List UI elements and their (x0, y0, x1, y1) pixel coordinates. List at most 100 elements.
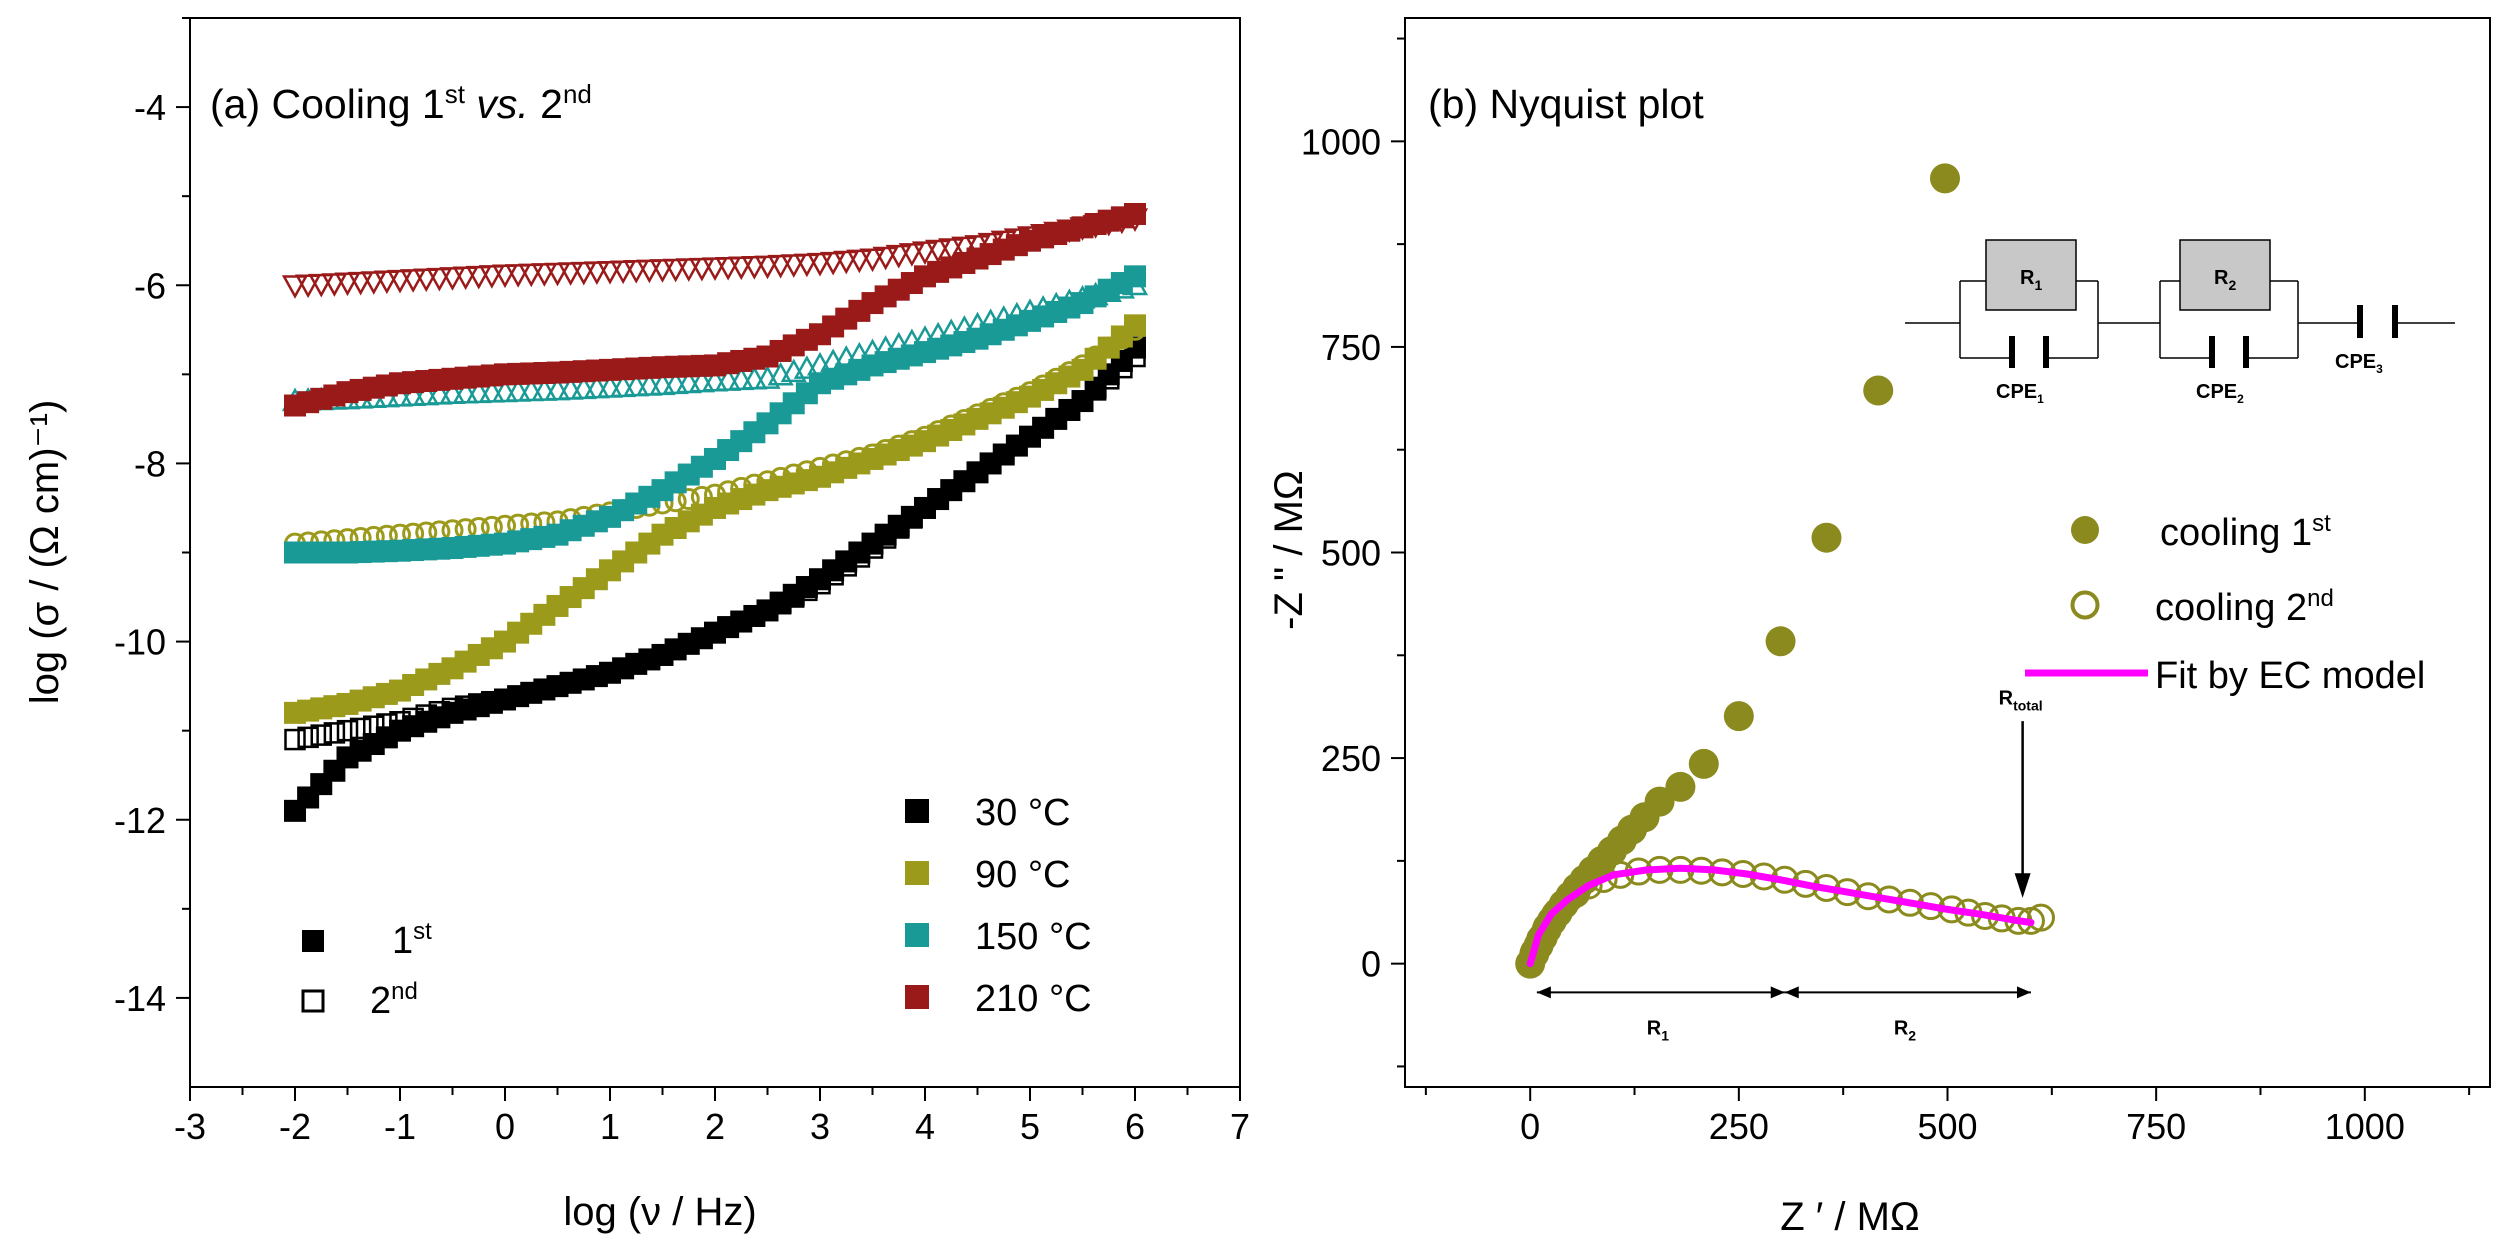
data-point (507, 685, 529, 707)
data-point (861, 443, 884, 466)
data-point (623, 372, 650, 397)
data-point (835, 450, 858, 473)
data-point (439, 380, 466, 404)
data-point (662, 258, 689, 283)
data-point (728, 256, 755, 281)
data-point (756, 599, 779, 622)
data-point (349, 717, 372, 740)
data-point (1644, 786, 1675, 817)
data-point (400, 382, 427, 406)
data-point (767, 254, 794, 279)
panel-b-xlabel: Z ′ / MΩ (1780, 1195, 1920, 1239)
data-point (1069, 217, 1096, 241)
data-point (1003, 228, 1030, 253)
legend-label-1st: 1st (392, 918, 432, 962)
y-tick-label: 750 (1321, 327, 1381, 368)
fit-curve (1526, 864, 2035, 968)
data-point (651, 644, 674, 666)
circuit-label-cpe3: CPE3 (2335, 351, 2383, 376)
data-point (741, 256, 768, 280)
data-point (1043, 221, 1070, 246)
data-point (1084, 379, 1107, 401)
arrow-head (2014, 873, 2031, 898)
data-point (1589, 864, 1618, 893)
data-point (1108, 210, 1135, 235)
series-6 (284, 202, 1146, 417)
data-point (573, 668, 595, 691)
data-point (1098, 368, 1120, 390)
x-tick-label: 250 (1709, 1106, 1769, 1147)
data-point (898, 243, 925, 267)
series-7 (281, 208, 1149, 299)
data-point (688, 368, 715, 393)
panel-a-legend-runs: 1st 2nd (301, 918, 432, 1022)
legend-marker-2nd (301, 989, 325, 1013)
x-tick-label: 0 (495, 1106, 515, 1147)
data-point (675, 369, 702, 394)
data-point (1030, 223, 1057, 248)
data-point (284, 728, 306, 751)
data-point (426, 381, 453, 405)
panel-a-legend-temps: 30 °C 90 °C 150 °C 210 °C (905, 792, 1092, 1020)
series-2 (1526, 864, 2035, 968)
data-point (465, 265, 492, 290)
r2-label: R2 (1894, 1017, 1916, 1043)
data-point (662, 370, 689, 395)
data-point (833, 250, 860, 275)
data-point (428, 700, 451, 723)
data-point (531, 377, 558, 401)
data-point (1765, 626, 1796, 657)
data-point (297, 726, 319, 749)
data-point (400, 269, 427, 293)
data-point (783, 586, 805, 608)
y-tick-label: 250 (1321, 738, 1381, 779)
data-point (546, 675, 569, 697)
data-point (1574, 871, 1603, 900)
data-point (874, 439, 897, 462)
panel-b-y-ticks: 0 250 500 750 1000 (1301, 37, 1405, 1068)
data-point (754, 255, 781, 280)
x-tick-label: 750 (2126, 1106, 2186, 1147)
x-tick-label: 4 (915, 1106, 935, 1147)
data-point (938, 238, 965, 262)
data-point (452, 379, 479, 404)
data-point (743, 605, 766, 627)
legend-label-fit: Fit by EC model (2155, 655, 2425, 697)
circuit-label-cpe2: CPE2 (2196, 381, 2244, 406)
data-point (675, 258, 702, 282)
data-point (966, 403, 989, 426)
data-point (363, 715, 385, 737)
panel-a-y-ticks: -14 -12 -10 -8 -6 -4 (114, 17, 190, 1019)
y-tick-label: 1000 (1301, 121, 1381, 162)
legend-label-2nd: 2nd (370, 978, 418, 1022)
data-point (323, 722, 346, 744)
x-tick-label: 6 (1125, 1106, 1145, 1147)
data-point (336, 719, 359, 742)
data-point (491, 378, 519, 403)
data-point (730, 476, 753, 499)
data-point (468, 693, 490, 715)
data-point (505, 264, 532, 288)
data-point (1665, 771, 1696, 802)
x-tick-label: 0 (1520, 1106, 1540, 1147)
y-tick-label: 500 (1321, 533, 1381, 574)
data-point (544, 376, 571, 401)
data-point (887, 434, 910, 457)
data-point (544, 262, 571, 287)
r1-label: R1 (1647, 1017, 1669, 1043)
data-point (570, 375, 597, 400)
x-tick-label: 1 (600, 1106, 620, 1147)
legend-label-cooling-1st: cooling 1st (2160, 510, 2331, 554)
panel-b-annotations: R1 R2 Rtotal (1536, 688, 2043, 1043)
data-point (491, 264, 519, 289)
data-point (583, 374, 610, 399)
data-point (531, 263, 558, 287)
data-point (478, 265, 505, 289)
r-total-label: Rtotal (1999, 688, 2043, 714)
data-point (951, 236, 978, 261)
data-point (1095, 212, 1122, 237)
y-tick-label: -12 (114, 800, 166, 841)
data-point (586, 665, 608, 687)
data-point (704, 621, 726, 644)
legend-label-150: 150 °C (975, 916, 1092, 958)
